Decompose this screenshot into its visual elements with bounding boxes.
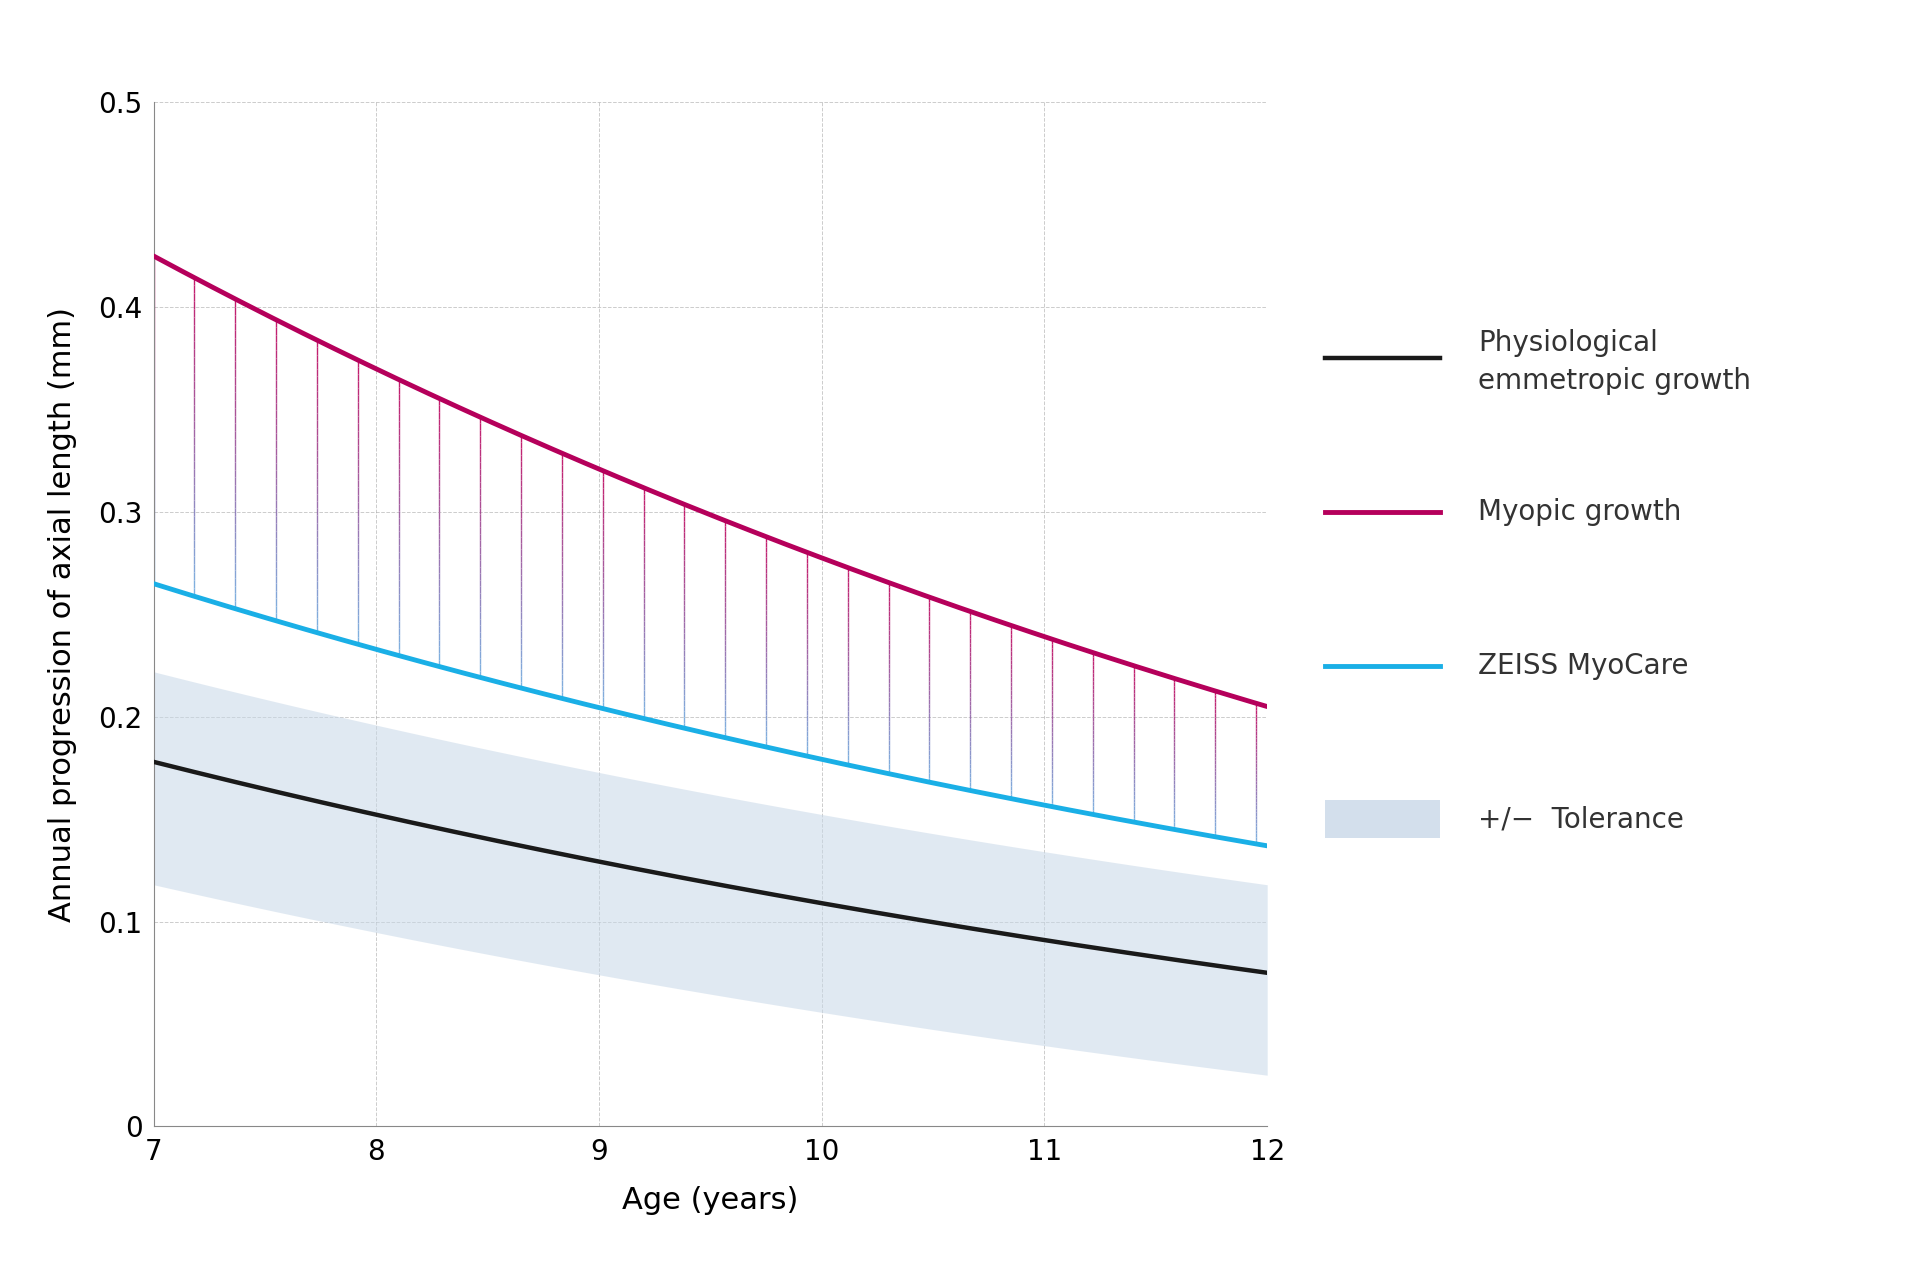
X-axis label: Age (years): Age (years) (622, 1187, 799, 1215)
Text: ZEISS MyoCare: ZEISS MyoCare (1478, 652, 1690, 680)
Y-axis label: Annual progression of axial length (mm): Annual progression of axial length (mm) (48, 307, 77, 922)
Text: Physiological: Physiological (1478, 329, 1659, 357)
Text: Myopic growth: Myopic growth (1478, 498, 1682, 526)
Text: emmetropic growth: emmetropic growth (1478, 367, 1751, 396)
Text: +/−  Tolerance: +/− Tolerance (1478, 805, 1684, 833)
